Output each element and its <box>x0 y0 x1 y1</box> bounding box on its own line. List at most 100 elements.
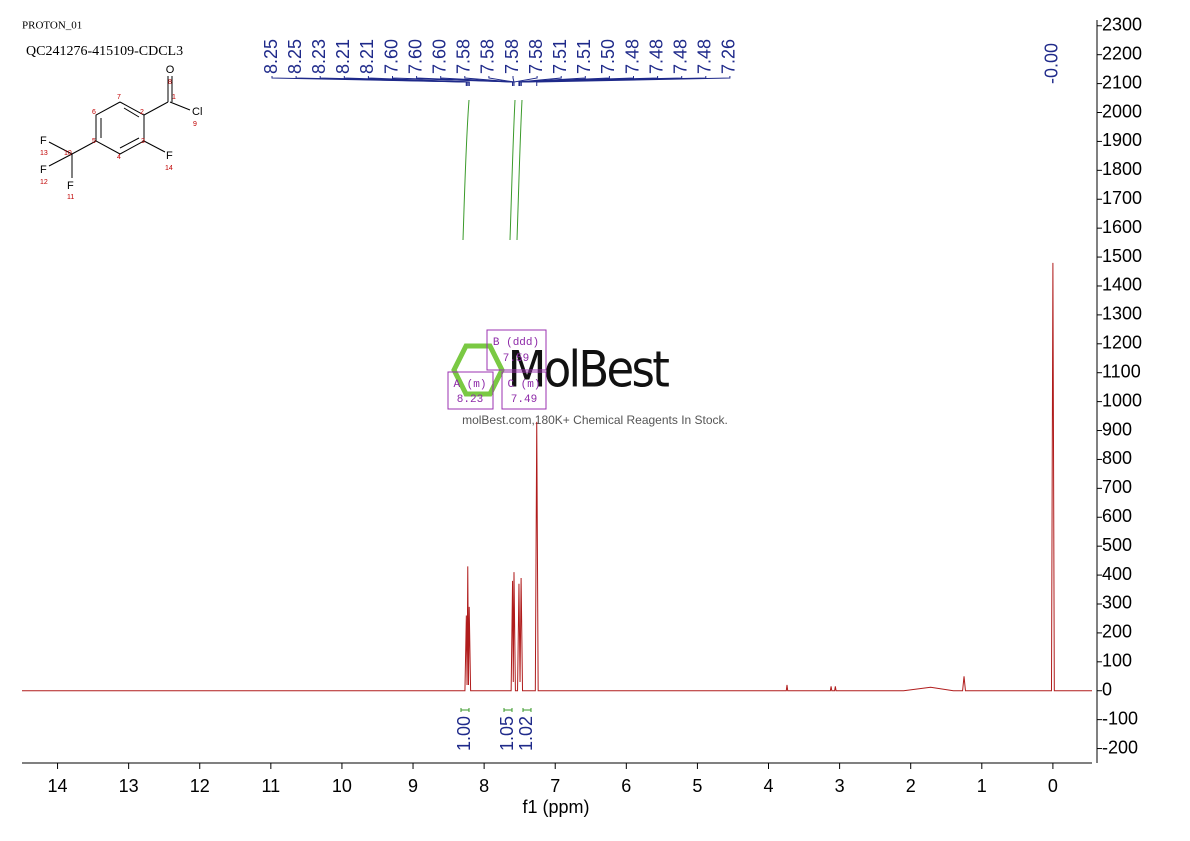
atom-number: 14 <box>165 165 173 172</box>
multiplet-shift: 7.59 <box>503 353 529 365</box>
peak-label: 7.58 <box>502 39 522 74</box>
y-tick-label: 1600 <box>1102 217 1142 237</box>
y-tick-label: 1800 <box>1102 159 1142 179</box>
subtitle: QC241276-415109-CDCL3 <box>26 44 183 59</box>
integral-curve <box>516 99 523 241</box>
multiplet-name: C (m) <box>507 379 540 391</box>
logo <box>451 343 505 397</box>
bond <box>71 140 97 155</box>
multiplet-boxes <box>447 329 547 410</box>
x-tick-label: 12 <box>190 776 210 796</box>
bond <box>48 141 73 155</box>
y-tick-label: 600 <box>1102 506 1132 526</box>
x-tick-label: 8 <box>479 776 489 796</box>
multiplet-box <box>447 371 494 410</box>
peak-label: 7.48 <box>670 39 690 74</box>
y-tick-label: 1200 <box>1102 333 1142 353</box>
y-tick-label: 200 <box>1102 622 1132 642</box>
peak-label: 7.50 <box>598 39 618 74</box>
x-tick-label: 9 <box>408 776 418 796</box>
peak-label: 7.60 <box>429 39 449 74</box>
x-tick-label: 0 <box>1048 776 1058 796</box>
peak-label: 8.21 <box>333 39 353 74</box>
atom: F <box>166 150 173 162</box>
peak-label: 7.51 <box>574 39 594 74</box>
peak-label: 7.26 <box>719 39 739 74</box>
y-tick-label: 1400 <box>1102 275 1142 295</box>
multiplet-box <box>501 371 547 410</box>
bond <box>143 101 169 116</box>
y-tick-label: 900 <box>1102 419 1132 439</box>
integral-bracket <box>503 708 513 712</box>
atom: F <box>40 135 47 147</box>
peak-pointer <box>536 76 731 86</box>
y-tick-label: 2000 <box>1102 101 1142 121</box>
peak-pointer <box>367 76 470 86</box>
atom-number: 4 <box>117 154 121 161</box>
integral-label: 1.05 <box>497 716 517 751</box>
structure <box>48 76 191 178</box>
atom: F <box>40 164 47 176</box>
x-tick-label: 14 <box>48 776 68 796</box>
atom: F <box>67 180 74 192</box>
x-tick-label: 1 <box>977 776 987 796</box>
reference-label: -0.00 <box>1042 43 1062 84</box>
x-tick-label: 2 <box>906 776 916 796</box>
atom-number: 3 <box>141 138 145 145</box>
peak-label: 7.48 <box>646 39 666 74</box>
y-tick-label: -200 <box>1102 737 1138 757</box>
peak-pointer <box>520 76 707 86</box>
peak-label: 8.21 <box>357 39 377 74</box>
tagline: molBest.com,180K+ Chemical Reagents In S… <box>462 413 728 427</box>
y-tick-label: 1300 <box>1102 304 1142 324</box>
y-tick-label: 1900 <box>1102 130 1142 150</box>
atom-number: 1 <box>172 94 176 101</box>
y-tick-label: 0 <box>1102 679 1112 699</box>
bond <box>143 140 166 153</box>
bond <box>48 153 73 167</box>
x-tick-label: 6 <box>621 776 631 796</box>
atom-number: 8 <box>168 79 172 86</box>
peak-label: 8.25 <box>261 39 281 74</box>
integral-curve <box>509 99 516 241</box>
x-tick-label: 10 <box>332 776 352 796</box>
peak-label: 7.48 <box>622 39 642 74</box>
multiplet-box <box>486 329 547 371</box>
y-tick-label: 500 <box>1102 535 1132 555</box>
atom: Cl <box>192 106 202 118</box>
atom-number: 7 <box>117 94 121 101</box>
y-tick-label: 2200 <box>1102 43 1142 63</box>
integral-curve <box>462 99 470 241</box>
x-tick-label: 4 <box>764 776 774 796</box>
atom: O <box>166 64 175 76</box>
y-tick-label: 2100 <box>1102 72 1142 92</box>
bond <box>169 101 191 111</box>
atom-number: 9 <box>193 121 197 128</box>
integral-curves <box>462 99 523 241</box>
ring <box>95 101 145 155</box>
multiplet-name: B (ddd) <box>493 337 539 349</box>
peak-pointer <box>518 76 586 86</box>
peak-label: 8.23 <box>309 39 329 74</box>
y-tick-label: 1100 <box>1102 361 1141 381</box>
multiplet-shift: 8.23 <box>457 394 483 406</box>
peak-label: 7.60 <box>381 39 401 74</box>
atom-number: 11 <box>67 194 74 201</box>
y-tick-label: 1000 <box>1102 390 1142 410</box>
atom-number: 5 <box>92 138 96 145</box>
y-tick-label: 800 <box>1102 448 1132 468</box>
y-tick-label: 2300 <box>1102 15 1142 35</box>
x-tick-label: 13 <box>119 776 139 796</box>
bond <box>123 107 140 118</box>
y-tick-label: 100 <box>1102 651 1132 671</box>
spectrum-line <box>22 262 1092 692</box>
y-tick-label: 400 <box>1102 564 1132 584</box>
integral-bracket <box>460 708 470 712</box>
x-axis-label: f1 (ppm) <box>522 797 589 817</box>
integral-bracket <box>522 708 532 712</box>
atom-number: 12 <box>40 179 48 186</box>
x-tick-label: 11 <box>261 776 280 796</box>
peak-label: 7.60 <box>405 39 425 74</box>
peak-label: 7.58 <box>526 39 546 74</box>
